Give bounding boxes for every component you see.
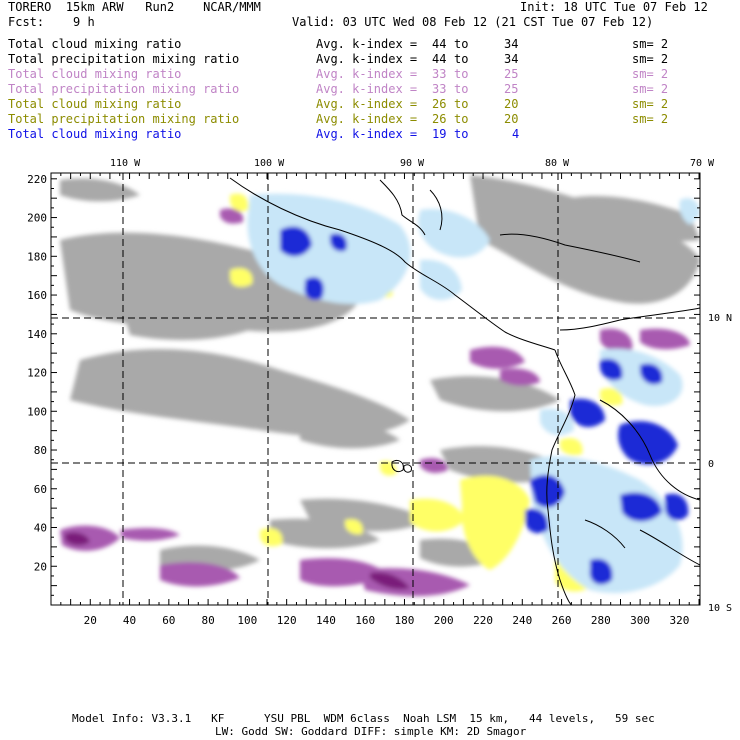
legend-to: to	[454, 37, 469, 51]
legend-k1: 26	[432, 97, 447, 111]
x-tick-label: 320	[669, 614, 689, 627]
legend-k1: 44	[432, 37, 447, 51]
y-tick-label: 120	[27, 367, 47, 380]
x-tick-label: 20	[84, 614, 97, 627]
y-tick-label: 20	[34, 560, 47, 573]
x-tick-label: 100	[237, 614, 257, 627]
x-tick-label: 200	[434, 614, 454, 627]
x-tick-label: 180	[395, 614, 415, 627]
x-tick-label: 160	[355, 614, 375, 627]
legend-field: Total precipitation mixing ratio	[8, 52, 240, 66]
legend-k2: 20	[504, 112, 519, 126]
legend-to: to	[454, 127, 469, 141]
y-tick-label: 100	[27, 405, 47, 418]
legend-k2: 25	[504, 67, 519, 81]
legend-stat: Avg. k-index =	[316, 82, 418, 96]
legend-k2: 25	[504, 82, 519, 96]
legend-sm: sm= 2	[632, 37, 669, 51]
y-tick-label: 80	[34, 444, 47, 457]
legend-field: Total precipitation mixing ratio	[8, 112, 240, 126]
legend-to: to	[454, 112, 469, 126]
legend-stat: Avg. k-index =	[316, 97, 418, 111]
legend-k1: 33	[432, 67, 447, 81]
legend-sm: sm= 2	[632, 112, 669, 126]
y-axis: 20 40 60 80 100 120 140 160 180 200 220	[27, 173, 700, 596]
x-tick-label: 120	[277, 614, 297, 627]
y-tick-label: 220	[27, 173, 47, 186]
legend-row: Total precipitation mixing ratio Avg. k-…	[8, 82, 668, 202]
gray-cloud-field	[60, 175, 700, 571]
legend-stat: Avg. k-index =	[316, 112, 418, 126]
legend-k2: 4	[512, 127, 520, 141]
legend-sm: sm= 2	[632, 82, 669, 96]
lat-label: 0	[708, 459, 714, 470]
lon-label: 100 W	[254, 158, 285, 169]
x-tick-label: 260	[552, 614, 572, 627]
legend-stat: Avg. k-index =	[316, 127, 418, 141]
x-tick-label: 40	[123, 614, 136, 627]
blue-cloud-field	[280, 226, 689, 585]
legend-stat: Avg. k-index =	[316, 52, 418, 66]
legend-row: Total cloud mixing ratio Avg. k-index = …	[8, 97, 668, 217]
legend-row: Total precipitation mixing ratio Avg. k-…	[8, 112, 668, 232]
valid-time: Valid: 03 UTC Wed 08 Feb 12 (21 CST Tue …	[292, 15, 654, 29]
model-title: TORERO 15km ARW Run2 NCAR/MMM	[8, 0, 261, 14]
legend-stat: Avg. k-index =	[316, 37, 418, 51]
map-field-layer	[51, 173, 700, 605]
x-tick-label: 60	[162, 614, 175, 627]
y-tick-label: 160	[27, 289, 47, 302]
x-tick-label: 240	[512, 614, 532, 627]
legend-sm: sm= 2	[632, 97, 669, 111]
physics-info: LW: Godd SW: Goddard DIFF: simple KM: 2D…	[215, 725, 527, 738]
legend-to: to	[454, 52, 469, 66]
dark-purple-streak	[65, 532, 410, 590]
lat-label: 10 N	[708, 313, 732, 324]
lat-label: 10 S	[708, 603, 732, 614]
lon-label: 90 W	[400, 158, 425, 169]
legend-sm: sm= 2	[632, 52, 669, 66]
coastlines	[229, 177, 700, 605]
x-axis: 20 40 60 80 100 120 140 160 180 200 220 240 260 280 30…	[60, 173, 700, 627]
legend-k2: 34	[504, 37, 519, 51]
legend-field: Total cloud mixing ratio	[8, 67, 182, 81]
x-tick-label: 220	[473, 614, 493, 627]
lon-label: 70 W	[690, 158, 715, 169]
y-tick-label: 60	[34, 483, 47, 496]
legend-to: to	[454, 97, 469, 111]
legend-field: Total precipitation mixing ratio	[8, 82, 240, 96]
legend-field: Total cloud mixing ratio	[8, 127, 182, 141]
x-tick-label: 300	[630, 614, 650, 627]
legend-k2: 20	[504, 97, 519, 111]
y-tick-label: 40	[34, 522, 47, 535]
y-tick-label: 140	[27, 328, 47, 341]
legend-k1: 44	[432, 52, 447, 66]
x-tick-label: 140	[316, 614, 336, 627]
init-time: Init: 18 UTC Tue 07 Feb 12	[520, 0, 708, 14]
legend-row: Total cloud mixing ratio Avg. k-index = …	[8, 37, 668, 157]
legend-k1: 26	[432, 112, 447, 126]
x-tick-label: 280	[591, 614, 611, 627]
lat-lon-grid	[51, 173, 700, 605]
lon-label: 110 W	[110, 158, 141, 169]
legend-field: Total cloud mixing ratio	[8, 97, 182, 111]
legend-k1: 33	[432, 82, 447, 96]
legend-row: Total cloud mixing ratio Avg. k-index = …	[8, 127, 519, 232]
legend-k2: 34	[504, 52, 519, 66]
legend-k1: 19	[432, 127, 447, 141]
legend-to: to	[454, 82, 469, 96]
y-tick-label: 180	[27, 250, 47, 263]
forecast-hour: Fcst: 9 h	[8, 15, 95, 29]
lon-label: 80 W	[545, 158, 570, 169]
legend-stat: Avg. k-index =	[316, 67, 418, 81]
legend-to: to	[454, 67, 469, 81]
x-tick-label: 80	[201, 614, 214, 627]
legend-field: Total cloud mixing ratio	[8, 37, 182, 51]
y-tick-label: 200	[27, 212, 47, 225]
lightblue-cloud-field	[247, 193, 700, 593]
legend-row: Total cloud mixing ratio Avg. k-index = …	[8, 67, 668, 187]
legend-sm: sm= 2	[632, 67, 669, 81]
model-info: Model Info: V3.3.1 KF YSU PBL WDM 6class…	[72, 712, 655, 725]
legend-row: Total precipitation mixing ratio Avg. k-…	[8, 52, 668, 172]
